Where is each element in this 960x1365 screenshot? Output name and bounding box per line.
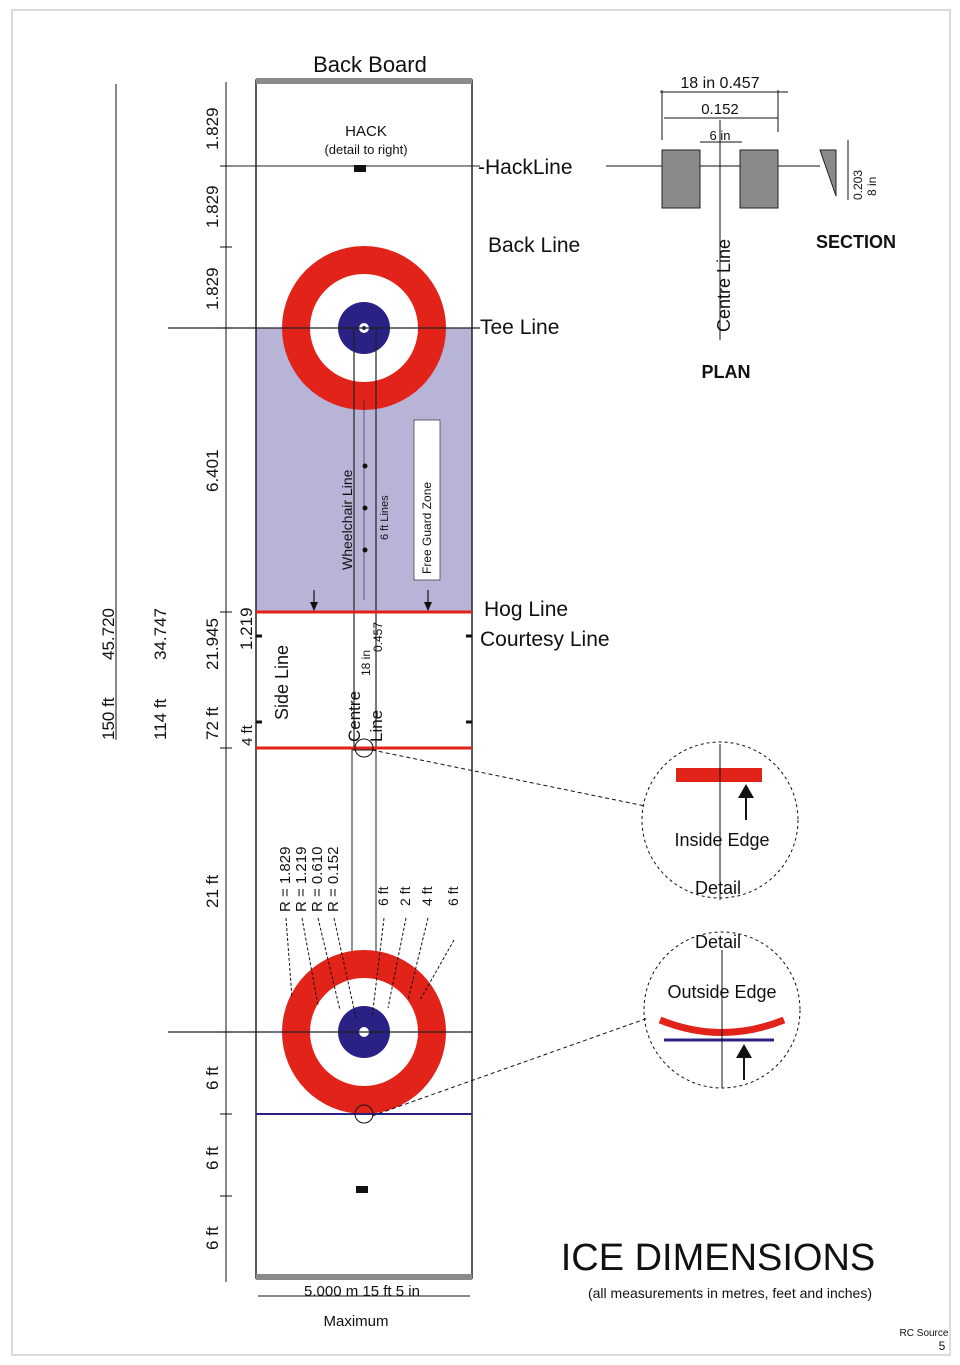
- dim-6ft-c: 6 ft: [203, 1226, 222, 1250]
- free-guard-zone-box: [413, 419, 441, 581]
- centre-0457-label: 0.457: [371, 622, 385, 652]
- width-label: 5.000 m 15 ft 5 in: [304, 1283, 420, 1300]
- inside-detail-label: Detail: [695, 878, 741, 898]
- hack-icon-bottom: [356, 1186, 368, 1193]
- radius-leaders: [285, 917, 455, 1019]
- free-guard-zone-label: Free Guard Zone: [420, 482, 434, 574]
- plan-18in-label: 18 in 0.457: [680, 75, 759, 92]
- plan-label: PLAN: [702, 362, 751, 382]
- dim-150ft: 150 ft: [99, 697, 118, 740]
- dim-1829-a: 1.829: [203, 107, 222, 150]
- dim-21ft: 21 ft: [203, 875, 222, 908]
- radius-label-3: R = 0.610: [309, 847, 326, 912]
- dim-1219: 1.219: [237, 607, 256, 650]
- dim-21945: 21.945: [203, 618, 222, 670]
- six-ft-lines-label: 6 ft Lines: [379, 495, 391, 540]
- centre-line-plan-label: Centre Line: [714, 239, 734, 332]
- dim-6401: 6.401: [203, 449, 222, 492]
- maximum-label: Maximum: [323, 1313, 388, 1330]
- centre-line-rink-label: Centre: [345, 691, 364, 742]
- arrow-right-head: [424, 602, 432, 611]
- outside-detail-label: Detail: [695, 932, 741, 952]
- inside-edge-label: Inside Edge: [674, 830, 769, 850]
- page-title: ICE DIMENSIONS: [561, 1237, 876, 1279]
- dim-34747: 34.747: [151, 608, 170, 660]
- radius-label-4: R = 0.152: [325, 847, 342, 912]
- dim-4ft: 4 ft: [239, 724, 256, 746]
- dim-1829-b: 1.829: [203, 185, 222, 228]
- feet-label-4: 6 ft: [445, 886, 461, 906]
- tee-line-label: Tee Line: [480, 316, 559, 339]
- centre-line-rink-label2: Line: [367, 710, 386, 742]
- section-detail: [819, 140, 849, 200]
- section-label: SECTION: [816, 232, 896, 252]
- dim-1829-c: 1.829: [203, 267, 222, 310]
- hack-plan-detail: [606, 90, 820, 340]
- feet-label-2: 2 ft: [397, 886, 413, 906]
- feet-label-1: 6 ft: [375, 886, 391, 906]
- footnote-label: RC Source: [900, 1328, 949, 1339]
- footnote-label-2: 5: [939, 1339, 946, 1353]
- zone-dot-2: [362, 505, 368, 511]
- page-subtitle: (all measurements in metres, feet and in…: [588, 1285, 872, 1301]
- radius-label-1: R = 1.829: [277, 847, 294, 912]
- back-line-label: Back Line: [488, 234, 580, 257]
- back-board-label: Back Board: [313, 52, 427, 77]
- dim-72ft: 72 ft: [203, 707, 222, 740]
- hog-line-label: Hog Line: [484, 598, 568, 621]
- radius-label-2: R = 1.219: [293, 847, 310, 912]
- section-8in-label: 8 in: [865, 177, 879, 196]
- feet-label-3: 4 ft: [419, 886, 435, 906]
- wheelchair-line-label: Wheelchair Line: [339, 469, 355, 570]
- zone-dot-3: [362, 547, 368, 553]
- dim-6ft-a: 6 ft: [203, 1066, 222, 1090]
- inside-edge-detail-bar: [676, 768, 762, 782]
- hack-line-label: -HackLine: [478, 156, 573, 179]
- courtesy-line-label: Courtesy Line: [480, 628, 610, 651]
- plan-6in-label: 6 in: [710, 128, 731, 143]
- zone-dot-1: [362, 463, 368, 469]
- dim-6ft-b: 6 ft: [203, 1146, 222, 1170]
- outside-edge-label: Outside Edge: [667, 982, 776, 1002]
- inside-edge-marker: [354, 738, 374, 758]
- detail-leader-inside: [371, 749, 646, 807]
- plan-0152-label: 0.152: [701, 101, 739, 118]
- dim-114ft: 114 ft: [151, 698, 170, 740]
- side-line-label: Side Line: [272, 645, 292, 720]
- dim-45720: 45.720: [99, 608, 118, 660]
- back-board-top: [256, 78, 472, 84]
- page-border: [11, 9, 951, 1356]
- hack-detail-label: (detail to right): [324, 142, 407, 157]
- back-board-bottom: [256, 1274, 472, 1280]
- hack-label: HACK: [345, 123, 387, 140]
- arrow-left-head: [310, 602, 318, 611]
- section-0203-label: 0.203: [851, 170, 865, 200]
- centre-18in-label: 18 in: [359, 650, 373, 676]
- outside-edge-marker: [354, 1104, 374, 1124]
- hack-icon-top: [354, 165, 366, 172]
- dimension-lines: [115, 82, 470, 1297]
